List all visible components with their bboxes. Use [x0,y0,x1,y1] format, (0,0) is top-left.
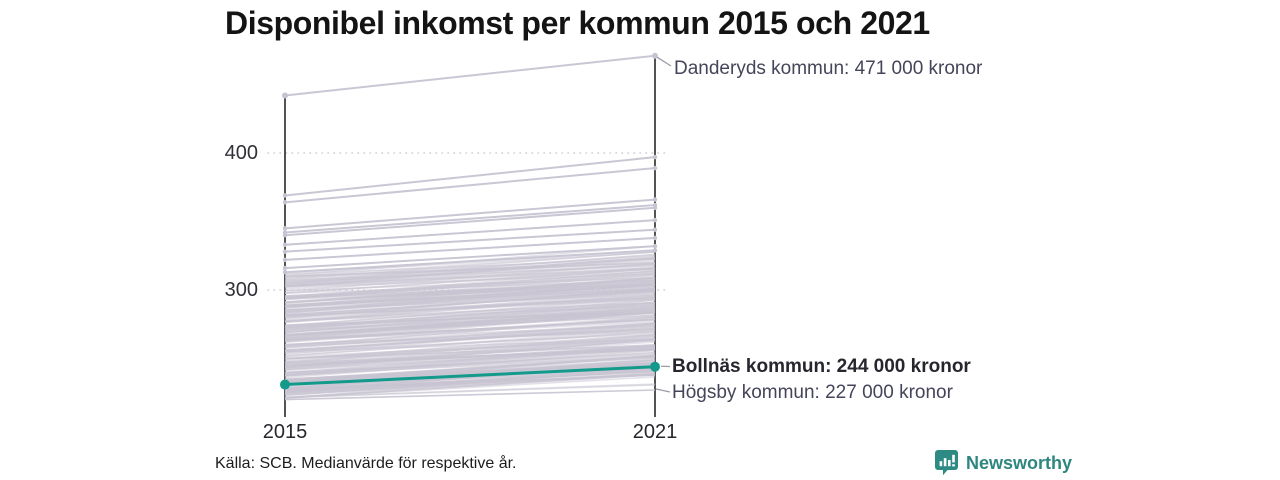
newsworthy-wordmark: Newsworthy [966,452,1073,473]
annotation-hogsby: Högsby kommun: 227 000 kronor [672,382,953,403]
annotation-bollnas: Bollnäs kommun: 244 000 kronor [672,356,971,377]
newsworthy-logo-icon [935,450,958,476]
annotation-danderyd: Danderyds kommun: 471 000 kronor [674,58,983,79]
source-note: Källa: SCB. Medianvärde för respektive å… [215,455,517,472]
y-axis-tick-300: 300 [224,279,258,301]
x-axis-tick-2021: 2021 [632,421,678,443]
chart-title: Disponibel inkomst per kommun 2015 och 2… [225,5,930,41]
x-axis-tick-2015: 2015 [262,421,308,443]
y-axis-tick-400: 400 [224,142,258,164]
newsworthy-logo-link[interactable]: Newsworthy [934,449,1072,476]
